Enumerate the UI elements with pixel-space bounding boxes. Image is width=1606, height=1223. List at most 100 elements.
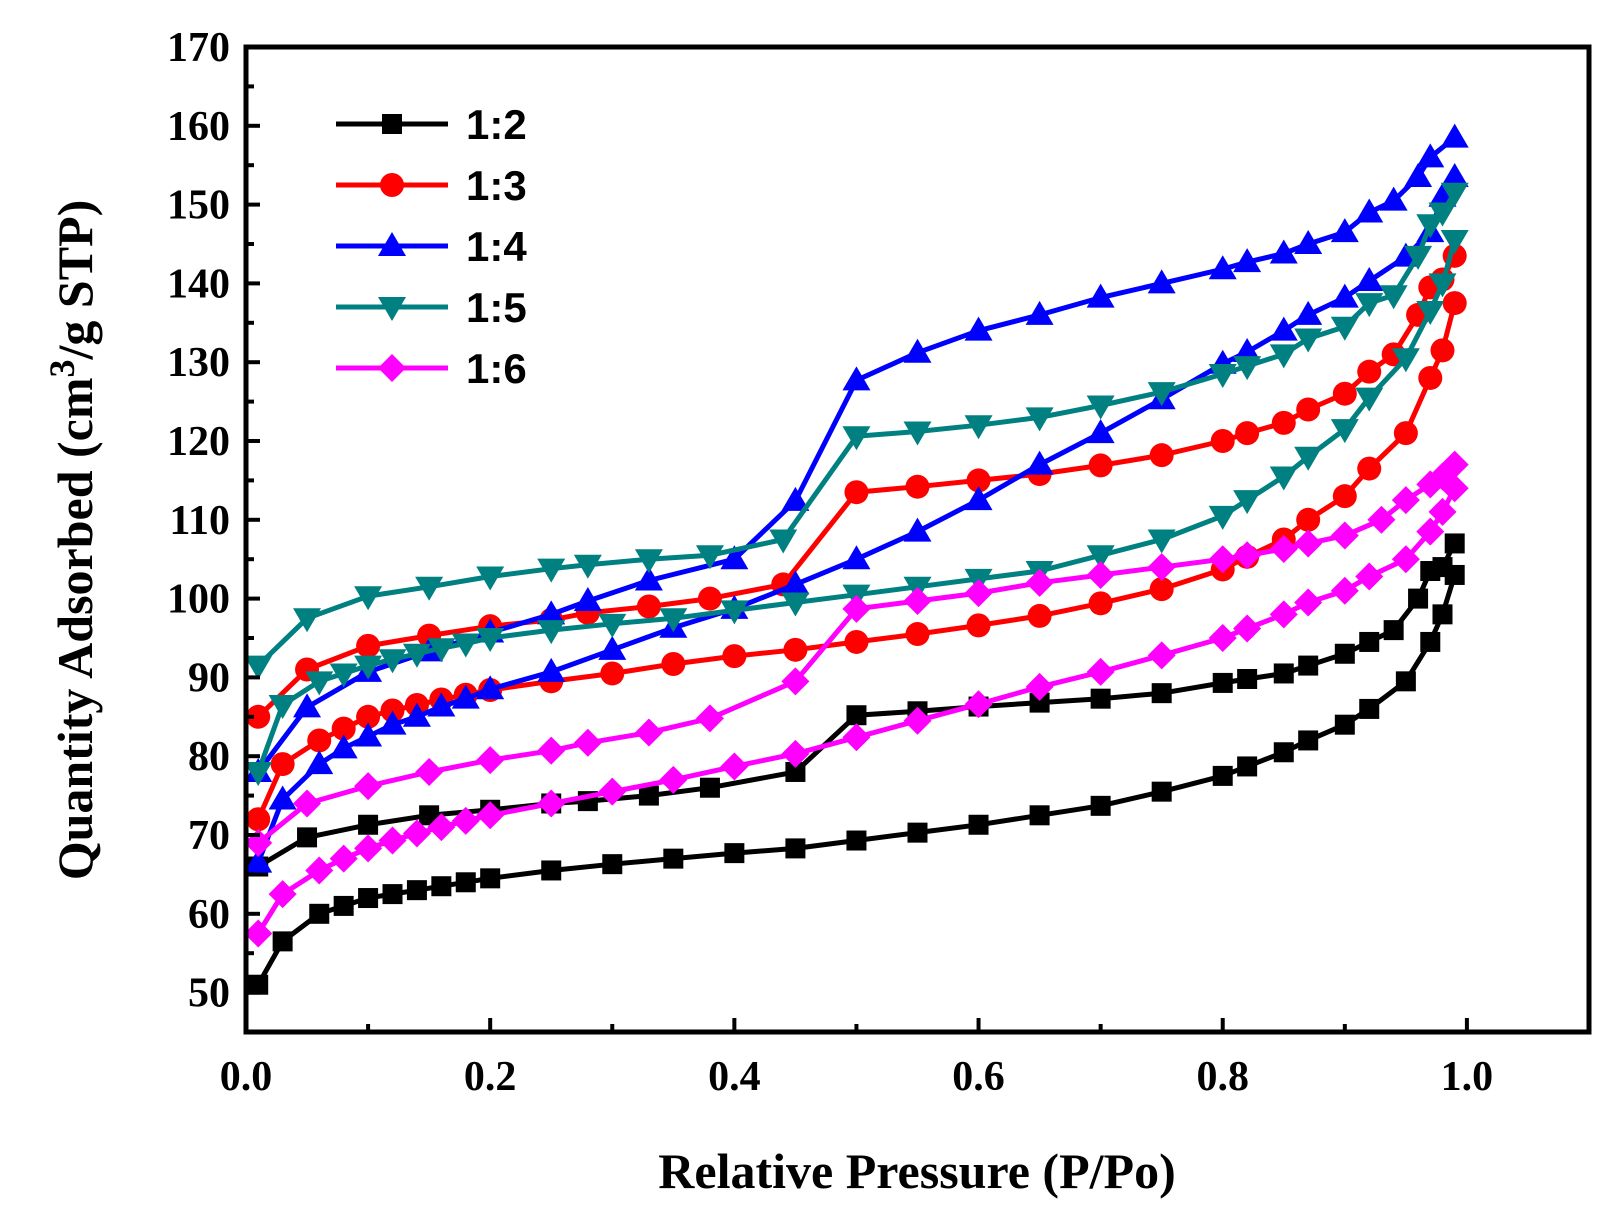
- adsorption-point: [307, 728, 332, 753]
- adsorption-point: [378, 649, 407, 674]
- desorption-point: [537, 736, 566, 765]
- x-tick-label: 0.4: [708, 1054, 761, 1100]
- desorption-point: [1149, 443, 1174, 468]
- desorption-point: [1296, 397, 1321, 422]
- adsorption-point: [431, 876, 452, 897]
- adsorption-point: [598, 613, 627, 638]
- adsorption-point: [329, 844, 358, 873]
- adsorption-point: [378, 710, 407, 735]
- adsorption-point: [1330, 419, 1359, 444]
- desorption-point: [1359, 631, 1380, 652]
- desorption-point: [293, 789, 322, 818]
- adsorption-point: [1355, 387, 1384, 412]
- desorption-point: [842, 594, 871, 623]
- adsorption-point: [1269, 600, 1298, 629]
- adsorption-point: [1273, 742, 1294, 763]
- desorption-point: [1212, 672, 1233, 693]
- adsorption-point: [783, 637, 808, 662]
- legend-marker: [382, 114, 402, 134]
- desorption-point: [537, 558, 566, 583]
- desorption-point: [293, 693, 322, 718]
- adsorption-point: [1294, 588, 1323, 617]
- y-tick-label: 50: [188, 971, 230, 1017]
- desorption-point: [1025, 568, 1054, 597]
- desorption-point: [476, 566, 505, 591]
- adsorption-point: [248, 974, 269, 995]
- desorption-point: [966, 468, 991, 493]
- adsorption-point: [451, 684, 480, 709]
- adsorption-point: [659, 608, 688, 633]
- series-1-5: [244, 182, 1469, 786]
- adsorption-point: [402, 819, 431, 848]
- adsorption-point: [1395, 671, 1416, 692]
- desorption-point: [1408, 588, 1429, 609]
- adsorption-point: [329, 663, 358, 688]
- adsorption-point: [842, 723, 871, 752]
- y-tick-label: 120: [167, 419, 230, 465]
- y-axis-label-superscript: 3: [42, 359, 82, 377]
- adsorption-point: [1208, 624, 1237, 652]
- desorption-point: [244, 655, 273, 680]
- legend-label: 1:2: [466, 101, 527, 148]
- adsorption-point: [1416, 517, 1445, 546]
- adsorption-point: [1086, 657, 1115, 686]
- desorption-point: [1444, 533, 1465, 554]
- adsorption-point: [1294, 446, 1323, 471]
- adsorption-point: [1090, 795, 1111, 816]
- adsorption-point: [1298, 730, 1319, 751]
- desorption-point: [1147, 382, 1176, 407]
- adsorption-point: [378, 826, 407, 855]
- y-axis-label: Quantity Adsorbed (cm3/g STP): [42, 200, 103, 881]
- legend-marker: [380, 173, 404, 197]
- legend-marker: [378, 354, 406, 382]
- desorption-point: [1416, 214, 1445, 239]
- adsorption-point: [1269, 466, 1298, 491]
- adsorption-point: [244, 919, 273, 948]
- adsorption-point: [724, 843, 745, 864]
- adsorption-point: [1147, 641, 1176, 670]
- desorption-point: [1147, 553, 1176, 582]
- adsorption-point: [402, 702, 431, 727]
- adsorption-point: [244, 848, 273, 873]
- desorption-point: [1391, 486, 1420, 515]
- adsorption-point: [1088, 591, 1113, 616]
- series-1-4: [244, 123, 1469, 873]
- desorption-point: [785, 761, 806, 782]
- desorption-point: [1090, 688, 1111, 709]
- desorption-point: [1237, 668, 1258, 689]
- adsorption-point: [354, 655, 383, 680]
- adsorption-point: [781, 739, 810, 768]
- desorption-point: [1379, 186, 1408, 211]
- legend-label: 1:4: [466, 223, 527, 270]
- legend-item-1-4: 1:4: [336, 223, 527, 270]
- adsorption-point: [903, 706, 932, 735]
- adsorption-point: [785, 838, 806, 859]
- desorption-point: [1294, 529, 1323, 558]
- desorption-point: [695, 545, 724, 570]
- adsorption-point: [427, 813, 456, 842]
- legend-item-1-2: 1:2: [336, 101, 527, 148]
- desorption-point: [246, 704, 271, 729]
- y-tick-label: 80: [188, 734, 230, 780]
- adsorption-point: [781, 570, 810, 595]
- adsorption-point: [1393, 421, 1418, 446]
- series-layer: [244, 123, 1469, 995]
- adsorption-point: [1294, 300, 1323, 325]
- adsorption-point: [268, 785, 297, 810]
- adsorption-point: [903, 517, 932, 542]
- desorption-point: [1357, 359, 1382, 384]
- desorption-point: [1416, 143, 1445, 168]
- desorption-point: [1330, 316, 1359, 341]
- desorption-point: [1269, 534, 1298, 563]
- desorption-point: [634, 718, 663, 747]
- adsorption-point: [1440, 230, 1469, 255]
- adsorption-point: [1359, 698, 1380, 719]
- adsorption-point: [333, 895, 354, 916]
- adsorption-point: [1029, 805, 1050, 826]
- desorption-point: [1088, 453, 1113, 478]
- legend-label: 1:5: [466, 284, 527, 331]
- desorption-point: [1086, 283, 1115, 308]
- adsorption-point: [455, 872, 476, 893]
